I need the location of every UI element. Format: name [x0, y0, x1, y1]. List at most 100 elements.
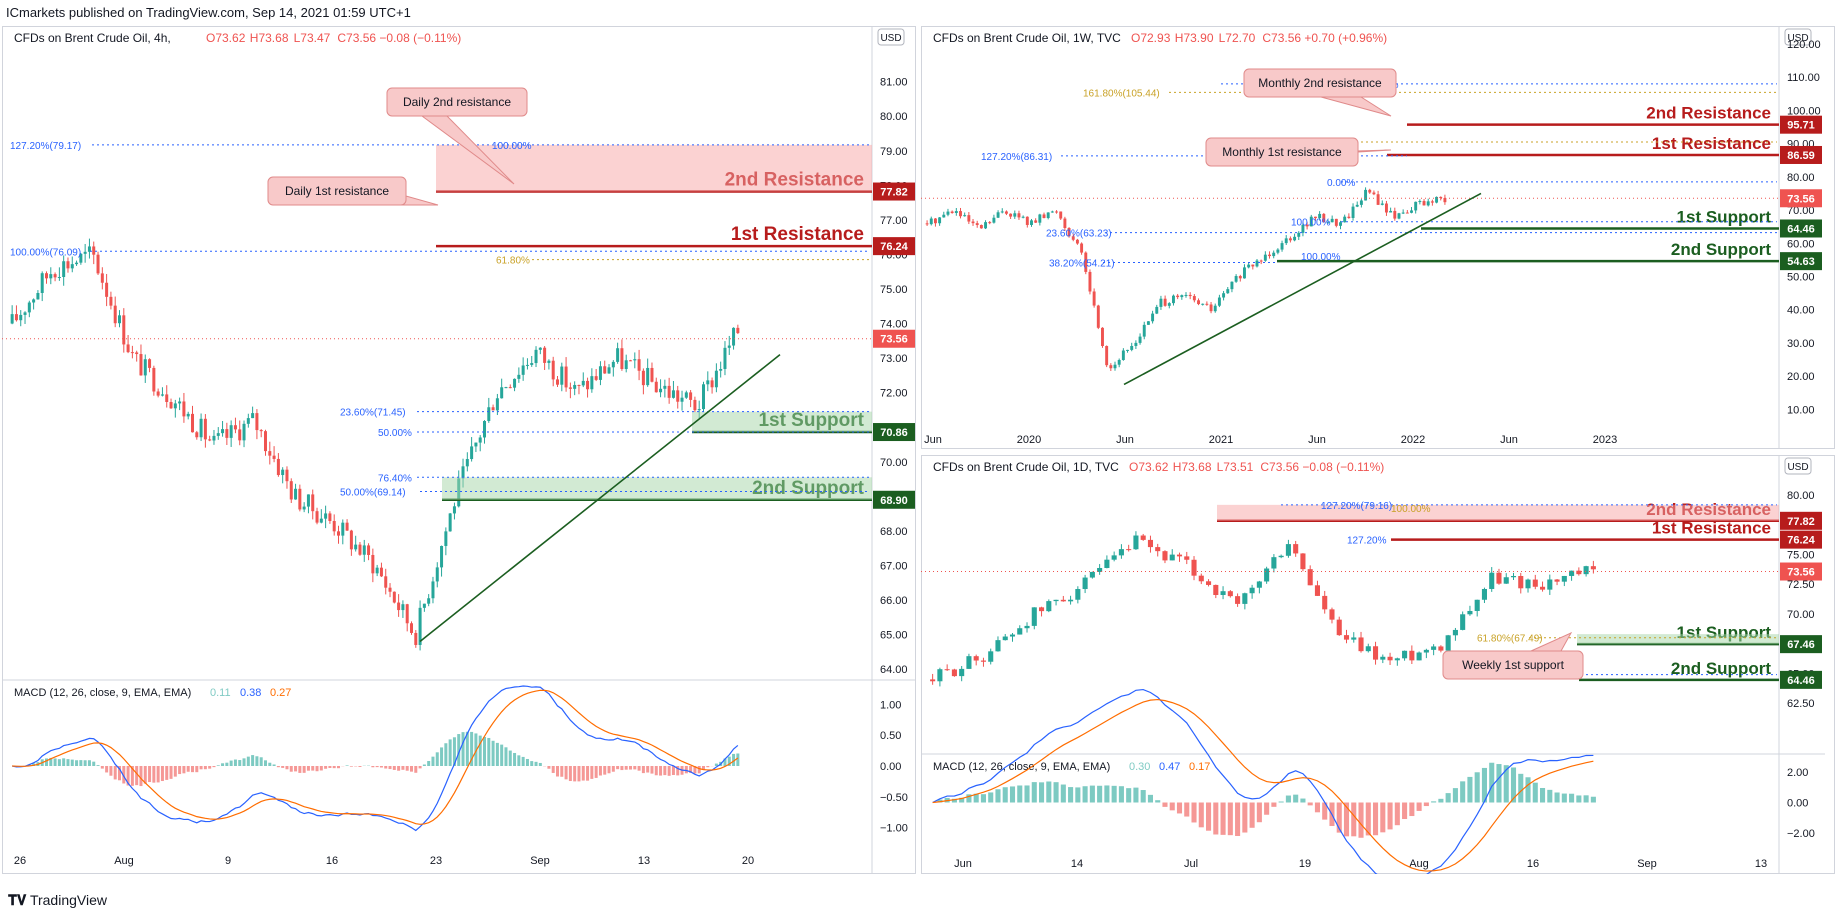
macd-histogram-bar — [1089, 785, 1095, 803]
candle-body — [954, 211, 958, 214]
macd-histogram-bar — [663, 766, 667, 776]
macd-histogram-bar — [1249, 802, 1255, 828]
macd-y-tick: 0.00 — [880, 761, 901, 773]
macd-histogram-bar — [980, 794, 986, 803]
candle-body — [1234, 276, 1238, 282]
macd-histogram-bar — [1206, 802, 1212, 831]
candle-body — [1053, 599, 1059, 602]
macd-histogram-bar — [581, 766, 585, 781]
macd-histogram-bar — [130, 766, 134, 786]
x-tick-label: Jun — [1116, 434, 1134, 446]
macd-histogram-bar — [186, 766, 190, 772]
candle-body — [1238, 276, 1242, 279]
macd-histogram-bar — [646, 766, 650, 773]
macd-histogram-bar — [1496, 764, 1502, 803]
macd-y-tick: 0.50 — [880, 730, 901, 742]
macd-histogram-bar — [594, 766, 598, 778]
candle-body — [646, 367, 650, 386]
macd-histogram-bar — [624, 766, 628, 770]
candle-body — [1059, 211, 1063, 219]
candle-body — [1071, 236, 1075, 240]
callout-box — [386, 87, 528, 117]
candle-body — [1583, 566, 1589, 575]
candle-body — [1300, 553, 1306, 570]
candle-body — [478, 437, 482, 443]
candle-body — [959, 211, 962, 217]
macd-histogram-bar — [143, 766, 147, 784]
macd-histogram-bar — [62, 758, 66, 766]
candle-body — [1031, 607, 1037, 626]
candle-body — [925, 223, 929, 225]
candle-body — [242, 423, 246, 441]
candle-body — [1351, 206, 1355, 219]
chart-panel-daily[interactable]: CFDs on Brent Crude Oil, 1D, TVC O73.62 H7… — [921, 455, 1835, 874]
macd-histogram-bar — [1409, 802, 1415, 817]
candle-body — [996, 212, 1000, 218]
macd-histogram-bar — [199, 766, 203, 770]
candle-body — [27, 302, 31, 313]
chart-panel-4h[interactable]: CFDs on Brent Crude Oil, 4h, O73.62 H73.68… — [2, 26, 916, 874]
macd-histogram-bar — [689, 766, 693, 773]
candle-body — [500, 387, 504, 399]
macd-histogram-bar — [289, 766, 293, 772]
ohlc-o: O72.93 — [1131, 31, 1171, 45]
macd-histogram-bar — [1416, 802, 1422, 811]
macd-histogram-bar — [178, 766, 182, 775]
macd-line — [932, 688, 1594, 874]
candle-body — [212, 435, 216, 441]
y-tick-label: 72.50 — [1787, 579, 1815, 591]
fib-label: 61.80%(67.49) — [1477, 634, 1543, 645]
macd-histogram-bar — [560, 766, 564, 777]
candle-body — [671, 390, 675, 398]
macd-histogram-bar — [616, 766, 620, 770]
macd-histogram-bar — [1322, 802, 1328, 820]
chart-panel-weekly[interactable]: CFDs on Brent Crude Oil, 1W, TVC O72.93 H7… — [921, 26, 1835, 449]
level-tag — [1780, 252, 1822, 271]
candle-body — [1259, 260, 1263, 262]
macd-histogram-bar — [474, 733, 478, 766]
candle-body — [1431, 646, 1437, 650]
candle-body — [1452, 629, 1458, 636]
candle-body — [581, 380, 585, 386]
macd-histogram-bar — [109, 766, 113, 776]
candle-body — [414, 632, 418, 645]
macd-line — [12, 685, 739, 832]
candle-body — [517, 374, 521, 379]
macd-histogram-bar — [620, 766, 624, 771]
candle-body — [1264, 568, 1270, 582]
candle-body — [208, 439, 212, 441]
candle-body — [190, 413, 195, 433]
candle-body — [1305, 224, 1309, 227]
macd-histogram-bar — [148, 766, 152, 783]
candle-body — [1063, 218, 1067, 229]
candle-body — [551, 360, 555, 380]
fib-label: 127.20%(79.17) — [10, 141, 81, 152]
macd-histogram-bar — [66, 759, 70, 766]
candle-body — [1276, 249, 1280, 253]
candle-body — [963, 215, 967, 217]
currency-badge — [877, 28, 905, 46]
candle-body — [40, 273, 44, 293]
candle-body — [1046, 601, 1052, 612]
macd-histogram-bar — [375, 766, 379, 768]
macd-histogram-bar — [1547, 789, 1553, 803]
y-tick-label: 77.00 — [880, 215, 908, 227]
x-tick-label: 13 — [638, 855, 650, 867]
candle-body — [392, 591, 396, 603]
x-tick-label: Aug — [1409, 858, 1429, 870]
macd-histogram-bar — [139, 766, 143, 787]
macd-histogram-bar — [203, 766, 207, 770]
macd-histogram-bar — [504, 747, 508, 766]
macd-y-tick: −1.00 — [880, 823, 908, 835]
level-tag — [873, 490, 915, 509]
candle-body — [1460, 614, 1466, 630]
fib-label: 50.00% — [378, 428, 412, 439]
macd-histogram-bar — [671, 766, 675, 775]
macd-histogram-bar — [1220, 802, 1226, 835]
macd-histogram-bar — [414, 766, 418, 773]
macd-histogram-bar — [693, 766, 697, 774]
macd-value: 0.17 — [1189, 761, 1210, 773]
macd-histogram-bar — [173, 766, 177, 777]
macd-histogram-bar — [169, 766, 173, 779]
candle-body — [23, 312, 27, 315]
